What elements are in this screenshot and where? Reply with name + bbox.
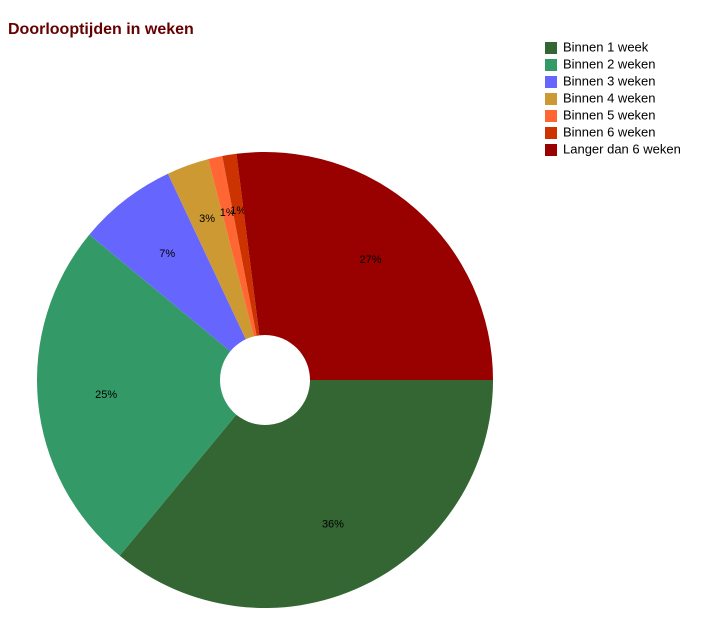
legend-label: Binnen 1 week: [563, 39, 649, 54]
legend-swatch: [545, 110, 557, 122]
legend-swatch: [545, 93, 557, 105]
legend-label: Binnen 2 weken: [563, 56, 656, 71]
data-label: 7%: [159, 248, 175, 260]
legend-swatch: [545, 144, 557, 156]
pie-slice: [167, 159, 265, 380]
pie-slice: [37, 234, 265, 556]
legend-swatch: [545, 76, 557, 88]
data-label: 36%: [322, 518, 344, 530]
pie-hole: [220, 335, 310, 425]
legend-swatch: [545, 42, 557, 54]
chart-title: Doorlooptijden in weken: [8, 21, 194, 38]
pie-slice: [208, 156, 265, 380]
pie-slice: [119, 380, 493, 608]
pie-slice: [236, 152, 494, 380]
legend-label: Binnen 4 weken: [563, 90, 656, 105]
legend-label: Binnen 3 weken: [563, 73, 656, 88]
pie-slice: [89, 173, 265, 380]
data-label: 27%: [360, 254, 382, 266]
data-label: 25%: [95, 389, 117, 401]
legend-label: Binnen 5 weken: [563, 107, 656, 122]
data-label: 1%: [220, 207, 236, 219]
data-label: 1%: [230, 205, 246, 217]
legend-swatch: [545, 127, 557, 139]
legend-label: Binnen 6 weken: [563, 124, 656, 139]
legend-label: Langer dan 6 weken: [563, 141, 681, 156]
data-label: 3%: [199, 213, 215, 225]
pie-slice: [222, 153, 265, 380]
legend-swatch: [545, 59, 557, 71]
